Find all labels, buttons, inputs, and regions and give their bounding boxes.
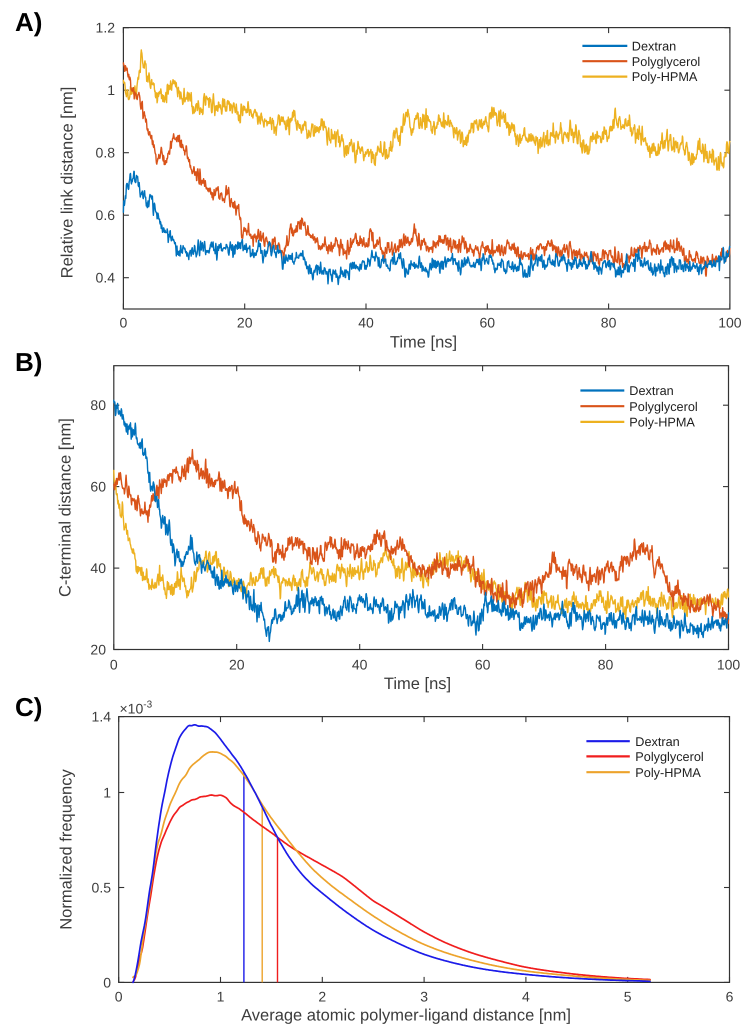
svg-text:80: 80 [598,657,614,673]
svg-text:3: 3 [420,989,428,1005]
svg-text:Polyglycerol: Polyglycerol [629,400,697,414]
svg-text:100: 100 [718,315,742,331]
svg-text:20: 20 [90,642,106,658]
svg-text:2: 2 [318,989,326,1005]
svg-text:Poly-HPMA: Poly-HPMA [635,766,701,780]
svg-text:Time [ns]: Time [ns] [384,675,451,693]
svg-text:60: 60 [480,315,496,331]
svg-text:60: 60 [475,657,491,673]
svg-text:20: 20 [229,657,245,673]
svg-text:0: 0 [120,315,128,331]
svg-text:4: 4 [522,989,530,1005]
svg-text:5: 5 [624,989,632,1005]
svg-text:40: 40 [90,560,106,576]
svg-text:Dextran: Dextran [632,40,676,54]
svg-text:Polyglycerol: Polyglycerol [632,55,700,69]
svg-text:Polyglycerol: Polyglycerol [635,750,703,764]
svg-text:1.2: 1.2 [96,20,116,36]
svg-text:0.4: 0.4 [96,270,116,286]
svg-text:0: 0 [115,989,123,1005]
svg-text:20: 20 [237,315,253,331]
svg-text:40: 40 [352,657,368,673]
svg-text:40: 40 [358,315,374,331]
svg-text:C-terminal distance [nm]: C-terminal distance [nm] [57,418,75,597]
svg-text:Normalized frequency: Normalized frequency [58,769,76,930]
svg-text:0.5: 0.5 [92,879,112,895]
svg-text:6: 6 [726,989,734,1005]
svg-text:Average atomic polymer-ligand: Average atomic polymer-ligand distance [… [241,1007,571,1024]
svg-text:0.6: 0.6 [96,207,116,223]
svg-text:100: 100 [717,657,741,673]
svg-text:1: 1 [103,785,111,801]
svg-text:B): B) [15,347,42,377]
svg-text:80: 80 [90,397,106,413]
svg-text:1.4: 1.4 [92,709,112,725]
svg-text:Relative link distance [nm]: Relative link distance [nm] [59,87,77,279]
svg-text:Poly-HPMA: Poly-HPMA [629,416,695,430]
svg-text:80: 80 [601,315,617,331]
svg-text:1: 1 [217,989,225,1005]
svg-text:0: 0 [110,657,118,673]
svg-text:0: 0 [103,974,111,990]
svg-text:0.8: 0.8 [96,145,116,161]
svg-text:Poly-HPMA: Poly-HPMA [632,70,698,84]
svg-text:C): C) [15,692,42,722]
svg-text:Dextran: Dextran [635,735,679,749]
svg-text:Time [ns]: Time [ns] [390,334,457,352]
svg-text:60: 60 [90,479,106,495]
svg-text:Dextran: Dextran [629,384,673,398]
svg-text:1: 1 [107,82,115,98]
svg-text:A): A) [15,7,42,37]
